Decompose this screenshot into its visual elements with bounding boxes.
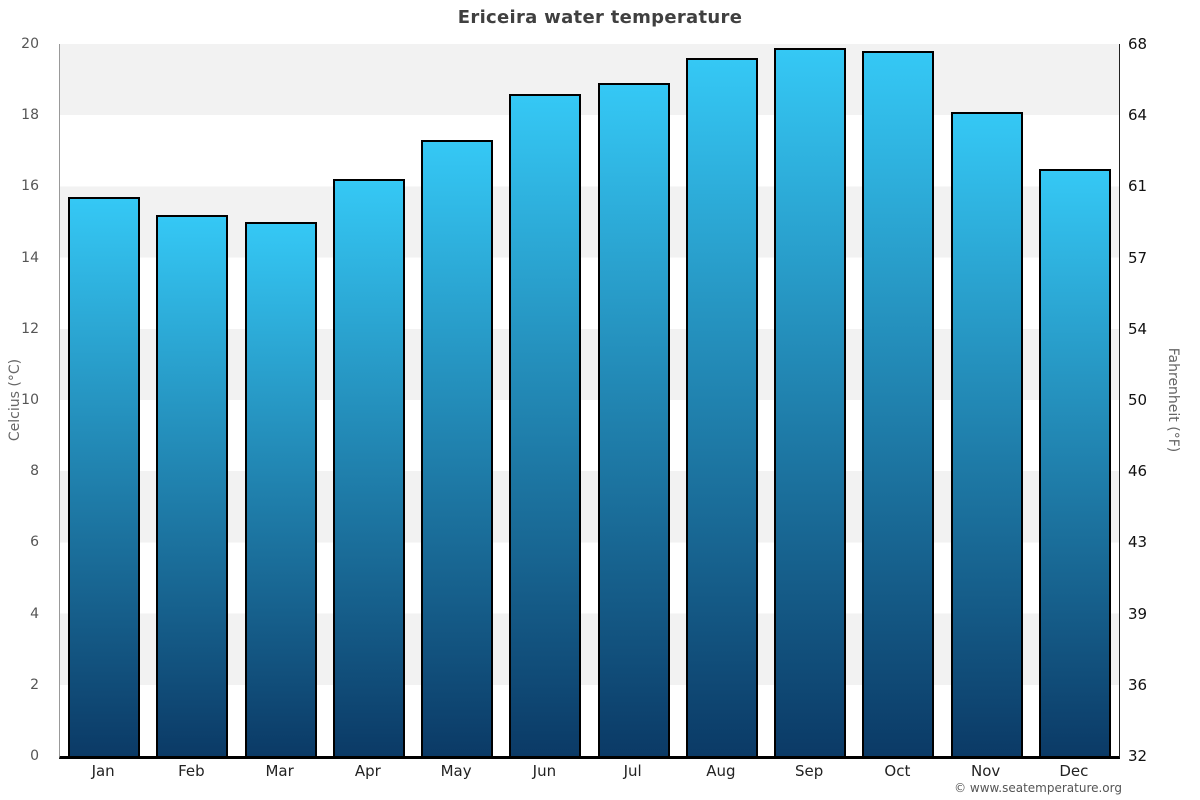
fahrenheit-tick-57: 57 — [1128, 248, 1148, 267]
bar-slot-mar — [237, 44, 325, 756]
bar-slot-apr — [325, 44, 413, 756]
y-axis-celsius-ticks: 20 18 16 14 12 10 8 6 4 2 0 — [0, 36, 49, 764]
fahrenheit-tick-54: 54 — [1128, 319, 1148, 338]
fahrenheit-tick-61: 61 — [1128, 177, 1148, 196]
month-label-apr: Apr — [354, 762, 381, 780]
celsius-tick-2: 2 — [30, 676, 39, 693]
fahrenheit-tick-64: 64 — [1128, 106, 1148, 125]
month-label-jul: Jul — [623, 762, 642, 780]
celsius-tick-20: 20 — [21, 36, 39, 52]
y-axis-fahrenheit-ticks: 68 64 61 57 54 50 46 43 39 36 32 — [1119, 35, 1179, 765]
bar-slot-dec — [1031, 44, 1119, 756]
bar-slot-jan — [60, 44, 148, 756]
month-label-feb: Feb — [178, 762, 205, 780]
bar-nov — [950, 111, 1023, 756]
bar-may — [421, 140, 494, 756]
month-label-jan: Jan — [91, 762, 115, 780]
bar-apr — [332, 179, 405, 756]
copyright-text: © www.seatemperature.org — [954, 781, 1122, 795]
celsius-tick-6: 6 — [30, 534, 39, 551]
bar-aug — [685, 58, 758, 756]
bar-slot-oct — [854, 44, 942, 756]
month-label-jun: Jun — [532, 762, 557, 780]
bar-slot-nov — [943, 44, 1031, 756]
plot-area — [59, 44, 1120, 759]
celsius-tick-4: 4 — [30, 605, 39, 622]
celsius-tick-10: 10 — [21, 392, 39, 408]
bar-dec — [1038, 168, 1111, 756]
celsius-tick-14: 14 — [21, 249, 39, 266]
month-label-may: May — [440, 762, 472, 780]
celsius-tick-0: 0 — [30, 748, 39, 764]
bar-feb — [156, 214, 229, 756]
celsius-tick-12: 12 — [21, 320, 39, 337]
bar-slot-aug — [678, 44, 766, 756]
fahrenheit-tick-50: 50 — [1128, 391, 1148, 409]
bar-mar — [244, 222, 317, 756]
fahrenheit-tick-36: 36 — [1128, 675, 1148, 694]
month-label-nov: Nov — [970, 762, 1001, 780]
bars-container — [60, 44, 1119, 756]
celsius-tick-8: 8 — [30, 463, 39, 480]
fahrenheit-tick-32: 32 — [1128, 747, 1148, 765]
bar-jan — [68, 197, 141, 756]
month-label-aug: Aug — [706, 762, 736, 780]
bar-slot-feb — [148, 44, 236, 756]
bar-oct — [862, 51, 935, 756]
bar-sep — [774, 47, 847, 756]
y-axis-title-celsius: Celcius (°C) — [7, 358, 23, 442]
y-axis-title-fahrenheit: Fahrenheit (°F) — [1165, 347, 1181, 453]
fahrenheit-tick-46: 46 — [1128, 462, 1148, 481]
month-label-dec: Dec — [1059, 762, 1089, 780]
fahrenheit-tick-43: 43 — [1128, 533, 1148, 552]
month-label-mar: Mar — [265, 762, 294, 780]
bar-slot-may — [413, 44, 501, 756]
fahrenheit-tick-68: 68 — [1128, 35, 1148, 53]
x-axis-month-labels: Jan Feb Mar Apr May Jun Jul Aug Sep Oct Nov Dec — [59, 762, 1118, 780]
bar-slot-jun — [501, 44, 589, 756]
month-label-sep: Sep — [794, 762, 824, 780]
bar-jul — [597, 83, 670, 756]
month-label-oct: Oct — [884, 762, 911, 780]
bar-jun — [509, 93, 582, 756]
bar-slot-sep — [766, 44, 854, 756]
fahrenheit-tick-39: 39 — [1128, 604, 1148, 623]
bar-slot-jul — [590, 44, 678, 756]
chart-title: Ericeira water temperature — [457, 7, 743, 28]
celsius-tick-16: 16 — [21, 178, 39, 195]
celsius-tick-18: 18 — [21, 107, 39, 124]
